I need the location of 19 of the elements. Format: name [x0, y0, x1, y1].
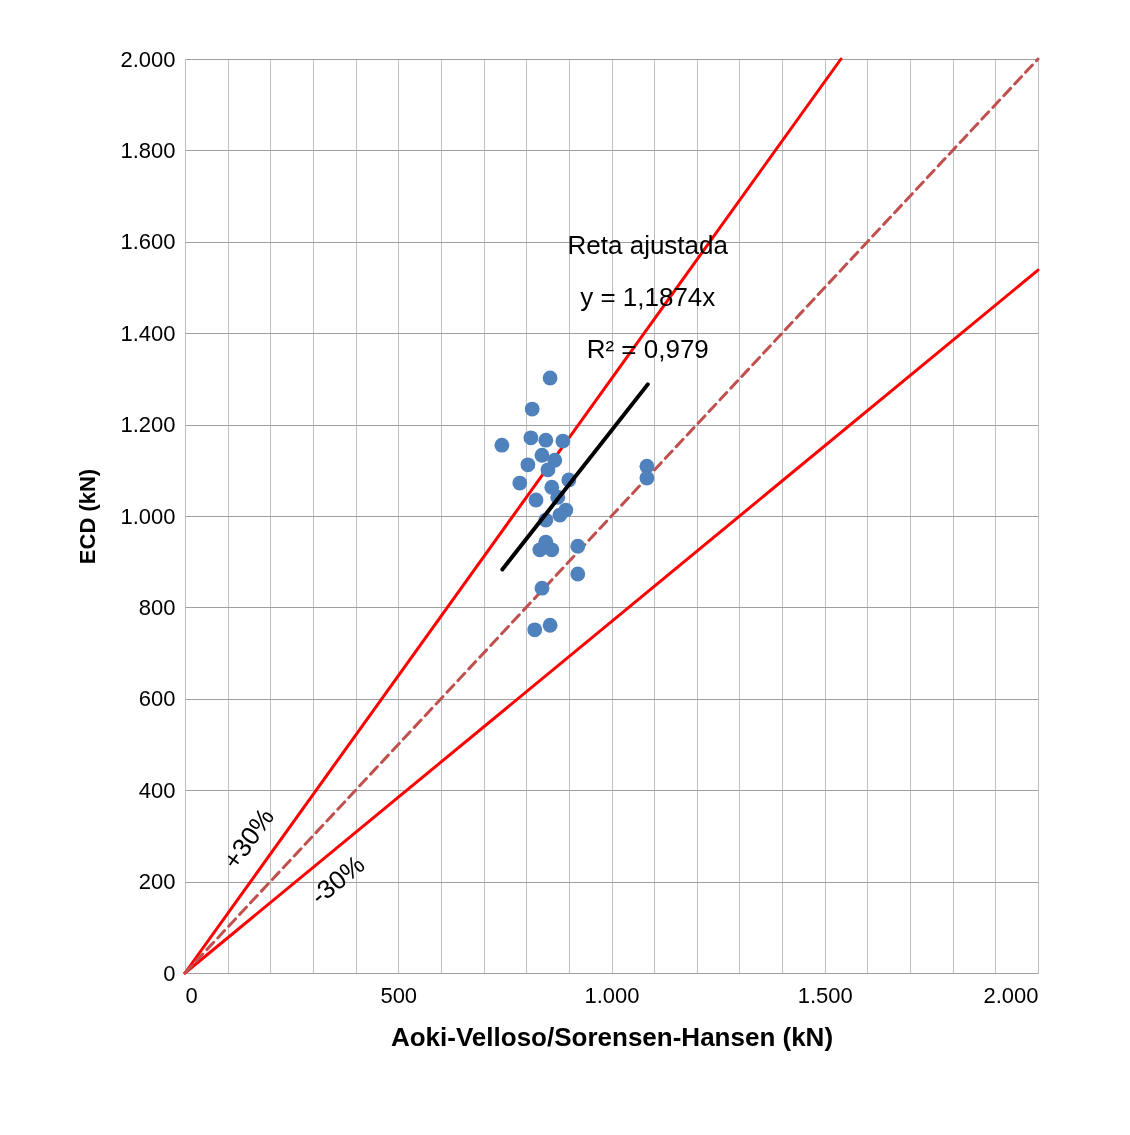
annotation: -30%: [304, 848, 371, 911]
y-tick-label: 1.200: [120, 412, 176, 438]
y-axis-title: ECD (kN): [75, 468, 101, 565]
y-tick-label: 400: [138, 777, 176, 803]
x-axis-title: Aoki-Velloso/Sorensen-Hansen (kN): [390, 1021, 834, 1052]
x-tick-label: 500: [380, 982, 418, 1008]
y-tick-label: 1.800: [120, 137, 176, 163]
y-tick-label: 200: [138, 869, 176, 895]
y-tick-label: 0: [163, 960, 176, 986]
x-tick-label: 0: [185, 982, 198, 1008]
y-tick-label: 1.400: [120, 320, 176, 346]
y-tick-label: 600: [138, 686, 176, 712]
y-tick-label: 2.000: [120, 46, 176, 72]
x-tick-label: 1.500: [797, 982, 853, 1008]
y-tick-label: 1.000: [120, 503, 176, 529]
x-tick-label: 2.000: [983, 982, 1039, 1008]
x-tick-label: 1.000: [584, 982, 640, 1008]
y-tick-label: 1.600: [120, 229, 176, 255]
y-tick-label: 800: [138, 594, 176, 620]
